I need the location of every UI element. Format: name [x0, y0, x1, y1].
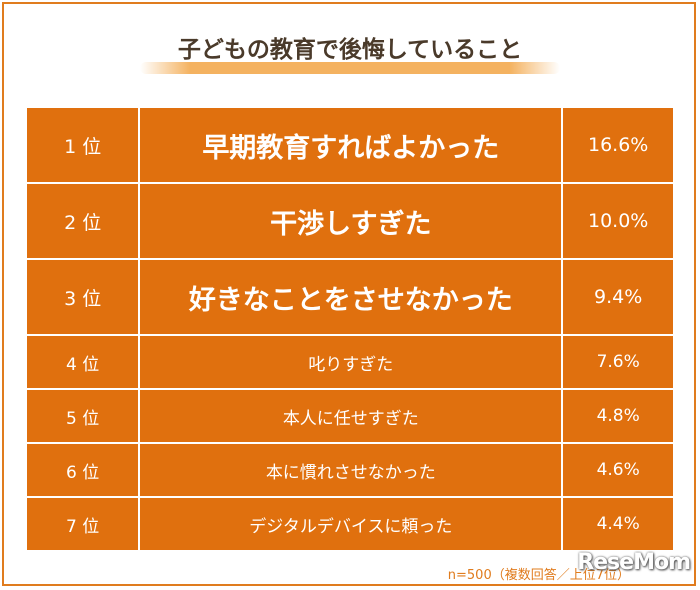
item-cell: 早期教育すればよかった: [138, 106, 564, 184]
value-cell: 10.0%: [561, 182, 675, 260]
value-cell: 4.6%: [561, 442, 675, 498]
table-row: 7 位デジタルデバイスに頼った 4.4%: [24, 496, 675, 552]
rank-cell: 6 位: [24, 442, 141, 498]
title-highlight: [140, 62, 560, 74]
rank-cell: 7 位: [24, 496, 141, 552]
rank-cell: 1 位: [24, 106, 141, 184]
table-row: 4 位叱りすぎた 7.6%: [24, 334, 675, 390]
value-cell: 9.4%: [561, 258, 675, 336]
value-cell: 4.8%: [561, 388, 675, 444]
rank-cell: 4 位: [24, 334, 141, 390]
item-cell: 好きなことをさせなかった: [138, 258, 564, 336]
value-cell: 4.4%: [561, 496, 675, 552]
item-cell: 本人に任せすぎた: [138, 388, 564, 444]
resemom-logo: ReseMom: [577, 550, 691, 575]
table-row: 2 位干渉しすぎた 10.0%: [24, 182, 675, 260]
table-row: 5 位本人に任せすぎた 4.8%: [24, 388, 675, 444]
ranking-table: 1 位早期教育すればよかった 16.6% 2 位干渉しすぎた 10.0% 3 位好きなこ…: [24, 106, 675, 552]
rank-cell: 5 位: [24, 388, 141, 444]
chart-title: 子どもの教育で後悔していること: [177, 37, 523, 63]
item-cell: 本に慣れさせなかった: [138, 442, 564, 498]
item-cell: デジタルデバイスに頼った: [138, 496, 564, 552]
value-cell: 16.6%: [561, 106, 675, 184]
table-row: 6 位本に慣れさせなかった 4.6%: [24, 442, 675, 498]
rank-cell: 3 位: [24, 258, 141, 336]
rank-cell: 2 位: [24, 182, 141, 260]
title-container: 子どもの教育で後悔していること: [0, 30, 700, 64]
footnote: n=500（複数回答／上位7位）: [447, 568, 630, 583]
table-row: 3 位好きなことをさせなかった 9.4%: [24, 258, 675, 336]
table-row: 1 位早期教育すればよかった 16.6%: [24, 106, 675, 184]
value-cell: 7.6%: [561, 334, 675, 390]
item-cell: 干渉しすぎた: [138, 182, 564, 260]
item-cell: 叱りすぎた: [138, 334, 564, 390]
